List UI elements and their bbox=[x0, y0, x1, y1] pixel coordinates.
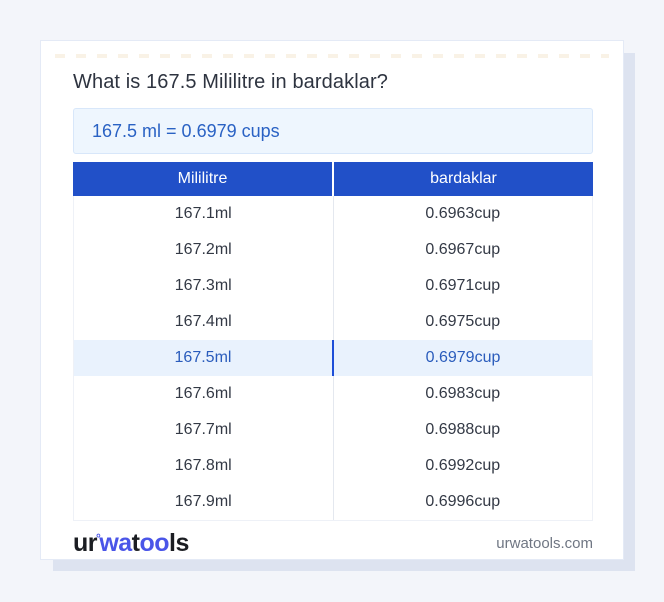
answer-text: 167.5 ml = 0.6979 cups bbox=[92, 120, 280, 141]
ml-value: 167.7ml bbox=[74, 412, 334, 448]
header-bardaklar: bardaklar bbox=[430, 170, 497, 187]
page-title: What is 167.5 Mililitre in bardaklar? bbox=[73, 71, 388, 93]
conversion-table: Mililitre bardaklar 167.1ml 0.6963cup 167.… bbox=[73, 162, 593, 521]
table-row: 167.2ml 0.6967cup bbox=[74, 232, 592, 268]
cup-value: 0.6983cup bbox=[425, 385, 501, 402]
ml-value: 167.8ml bbox=[74, 448, 334, 484]
table-row: 167.5ml 0.6979cup bbox=[74, 340, 592, 376]
ml-value: 167.1ml bbox=[74, 196, 334, 232]
logo-degree-icon: ° bbox=[96, 530, 101, 545]
cup-value: 0.6979cup bbox=[425, 349, 501, 366]
table-header: Mililitre bardaklar bbox=[73, 162, 593, 196]
ml-value: 167.2ml bbox=[74, 232, 334, 268]
cup-value: 0.6996cup bbox=[425, 493, 501, 510]
dashed-decoration bbox=[55, 54, 609, 58]
cup-value: 0.6975cup bbox=[425, 313, 501, 330]
table-row: 167.4ml 0.6975cup bbox=[74, 304, 592, 340]
logo-part-t: t bbox=[131, 528, 140, 557]
cup-value: 0.6971cup bbox=[425, 277, 501, 294]
table-body: 167.1ml 0.6963cup 167.2ml 0.6967cup 167.3ml 0… bbox=[73, 196, 593, 521]
card-footer: ur°watools urwatools.com bbox=[73, 529, 593, 557]
ml-value: 167.3ml bbox=[74, 268, 334, 304]
answer-box: 167.5 ml = 0.6979 cups bbox=[73, 108, 593, 154]
table-row: 167.1ml 0.6963cup bbox=[74, 196, 592, 232]
logo-part-oo: oo bbox=[139, 528, 170, 557]
header-mililitre: Mililitre bbox=[73, 162, 334, 196]
ml-value: 167.5ml bbox=[74, 340, 334, 376]
logo-part-wa: wa bbox=[99, 528, 132, 557]
logo-part-ur: ur bbox=[73, 528, 98, 557]
cup-value: 0.6963cup bbox=[425, 205, 501, 222]
cup-value: 0.6988cup bbox=[425, 421, 501, 438]
site-domain: urwatools.com bbox=[496, 534, 593, 552]
table-row: 167.7ml 0.6988cup bbox=[74, 412, 592, 448]
table-row: 167.9ml 0.6996cup bbox=[74, 484, 592, 520]
cup-value: 0.6967cup bbox=[425, 241, 501, 258]
cup-value: 0.6992cup bbox=[425, 457, 501, 474]
conversion-card: What is 167.5 Mililitre in bardaklar? 16… bbox=[40, 40, 624, 560]
ml-value: 167.6ml bbox=[74, 376, 334, 412]
table-row: 167.6ml 0.6983cup bbox=[74, 376, 592, 412]
ml-value: 167.9ml bbox=[74, 484, 334, 520]
table-row: 167.3ml 0.6971cup bbox=[74, 268, 592, 304]
urwatools-logo[interactable]: ur°watools bbox=[73, 529, 189, 558]
ml-value: 167.4ml bbox=[74, 304, 334, 340]
logo-part-ls: ls bbox=[169, 528, 189, 557]
table-row: 167.8ml 0.6992cup bbox=[74, 448, 592, 484]
